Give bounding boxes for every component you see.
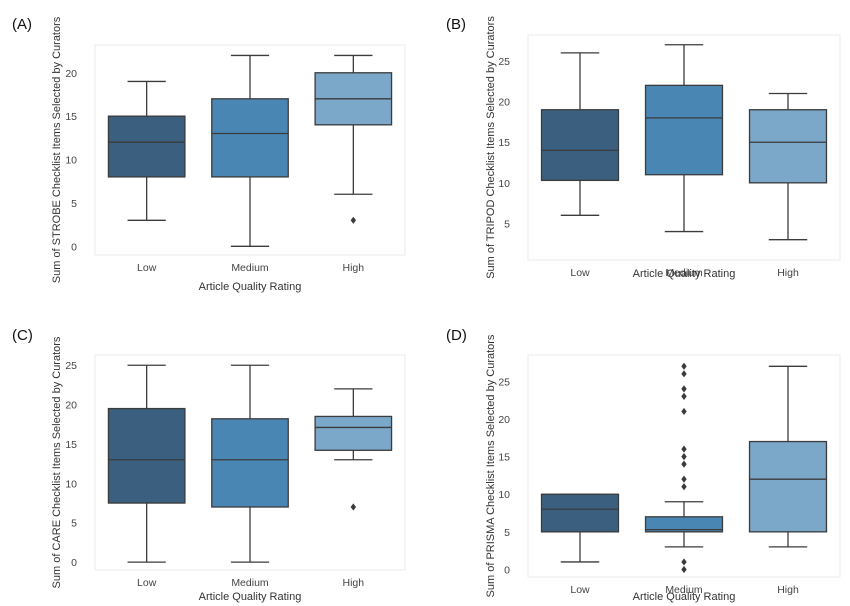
y-tick-label: 15 [498,452,510,464]
box-medium [644,362,724,574]
y-tick-label: 15 [65,439,77,451]
outlier-point [681,460,687,468]
box-medium [211,364,289,563]
y-tick-label: 10 [498,489,510,501]
x-tick-label: Low [137,262,157,274]
panel-c: (C) 0 5 10 15 20 25 Low Medium High Article Qualit… [12,327,406,603]
iqr-box [540,493,620,533]
box-low [540,52,620,216]
y-tick-label: 10 [498,178,510,190]
x-tick-label: Medium [665,584,703,596]
y-tick-label: 10 [65,478,77,490]
box-low [540,493,620,563]
iqr-box [107,407,186,504]
x-axis-title: Article Quality Rating [199,591,302,603]
y-tick-label: 20 [498,97,510,109]
outlier-point [681,452,687,461]
outlier-point [681,475,687,483]
outlier-point [681,483,687,491]
iqr-box [211,418,289,508]
x-tick-label: Medium [231,577,269,589]
x-tick-label: Low [137,577,157,589]
x-tick-label: High [343,262,365,274]
outlier-point [681,558,687,566]
y-tick-label: 5 [504,527,510,539]
panel-label: (A) [12,16,32,33]
y-tick-label: 0 [71,557,77,569]
y-tick-label: 5 [504,218,510,230]
iqr-box [644,84,724,176]
y-tick-label: 0 [504,564,510,576]
y-tick-label: 20 [498,414,510,426]
x-axis-title: Article Quality Rating [633,591,736,603]
panel-d: (D) 0 5 10 15 20 25 Low Medium High Article Qualit… [446,327,841,603]
x-tick-label: Low [570,267,590,279]
y-tick-label: 5 [71,518,77,530]
iqr-box [211,98,289,178]
iqr-box [748,440,828,533]
y-tick-label: 5 [71,198,77,210]
outlier-point [681,392,687,400]
y-tick-label: 20 [65,68,77,80]
box-low [107,364,186,563]
box-low [107,80,186,221]
panel-label: (B) [446,16,466,33]
box-high [748,92,828,241]
outlier-point [681,565,687,574]
box-high [314,54,393,224]
outlier-point [681,407,687,416]
y-axis-title: Sum of STROBE Checklist Items Selected b… [51,16,63,283]
iqr-box [748,109,828,184]
x-tick-label: High [777,267,799,279]
y-tick-label: 25 [498,376,510,388]
x-tick-label: High [777,584,799,596]
y-tick-label: 25 [498,56,510,68]
y-axis-title: Sum of PRISMA Checklist Items Selected b… [485,334,497,597]
iqr-box [107,115,186,178]
x-axis-title: Article Quality Rating [633,268,736,280]
outlier-point [681,445,687,453]
box-medium [644,44,724,233]
x-tick-label: Medium [665,267,703,279]
panel-b: (B) 5 10 15 20 25 Low Medium High Article Quality… [446,16,841,280]
x-axis-title: Article Quality Rating [199,281,302,293]
iqr-box [644,516,724,533]
y-tick-label: 0 [71,241,77,253]
iqr-box [314,415,393,451]
outlier-point [681,370,687,378]
y-tick-label: 10 [65,155,77,167]
iqr-box [540,109,620,182]
x-tick-label: High [343,577,365,589]
outlier-point [350,216,357,224]
outlier-point [681,385,687,393]
y-tick-label: 15 [498,137,510,149]
y-axis-title: Sum of CARE Checklist Items Selected by … [51,336,63,588]
y-tick-label: 15 [65,111,77,123]
panel-label: (C) [12,327,33,344]
outlier-point [681,362,687,370]
x-tick-label: Medium [231,262,269,274]
panel-label: (D) [446,327,467,344]
box-medium [211,54,289,247]
box-high [314,388,393,511]
box-high [748,365,828,548]
outlier-point [350,503,357,511]
y-axis-title: Sum of TRIPOD Checklist Items Selected b… [485,16,497,279]
x-tick-label: Low [570,584,590,596]
y-tick-label: 25 [65,360,77,372]
y-tick-label: 20 [65,400,77,412]
panel-a: (A) 0 5 10 15 20 Low Medium High Article Quality … [12,16,406,293]
